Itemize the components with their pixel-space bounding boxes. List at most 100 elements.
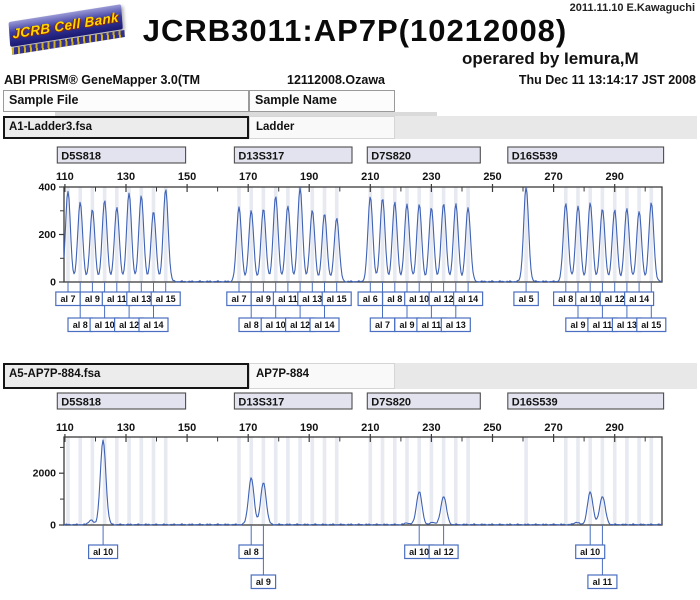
x-axis-tick-label: 210 [361, 422, 379, 434]
allele-bin-stripe [298, 187, 302, 282]
x-axis-tick-label: 250 [483, 171, 501, 183]
svg-text:D5S818: D5S818 [61, 151, 101, 163]
row-background [395, 363, 697, 389]
allele-bin-stripe [273, 437, 278, 525]
allele-bin-stripe [524, 437, 528, 525]
allele-label-D16S539-al-14: al 14 [623, 291, 655, 307]
allele-bin-stripe [261, 437, 266, 525]
allele-bin-stripe [393, 437, 397, 525]
x-axis-tick-label: 270 [544, 422, 562, 434]
svg-text:al 12: al 12 [119, 320, 139, 330]
svg-text:al 14: al 14 [314, 320, 334, 330]
allele-bin-stripe [139, 187, 144, 282]
allele-bin-stripe [417, 187, 421, 282]
allele-bin-stripe [78, 187, 82, 282]
svg-text:al 13: al 13 [617, 320, 637, 330]
x-axis-tick-label: 230 [422, 171, 440, 183]
svg-text:al 13: al 13 [446, 320, 466, 330]
svg-text:al 12: al 12 [434, 547, 454, 557]
svg-text:D7S820: D7S820 [371, 151, 411, 163]
allele-bin-stripe [466, 187, 470, 282]
svg-text:al 9: al 9 [256, 577, 271, 587]
svg-text:al 12: al 12 [605, 294, 625, 304]
allele-label-D5S818-al-10: al 10 [87, 544, 119, 560]
allele-label-D16S539-al-12: al 12 [599, 291, 630, 307]
allele-bin-stripe [127, 187, 131, 282]
allele-label-D7S820-al-12: al 12 [428, 544, 459, 560]
allele-label-D13S317-al-8: al 8 [238, 317, 264, 333]
y-axis-tick-label: 0 [50, 277, 56, 289]
allele-bin-stripe [649, 437, 654, 525]
svg-text:al 14: al 14 [629, 294, 649, 304]
y-axis-tick-label: 200 [38, 229, 56, 241]
allele-bin-stripe [380, 437, 385, 525]
allele-bin-stripe [637, 187, 641, 282]
allele-bin-stripe [441, 437, 446, 525]
svg-text:al 8: al 8 [244, 320, 259, 330]
svg-text:al 6: al 6 [363, 294, 378, 304]
allele-bin-stripe [90, 437, 95, 525]
jcrb-cell-bank-logo: JCRB Cell Bank [7, 4, 126, 63]
allele-label-D13S317-al-9: al 9 [250, 291, 277, 307]
allele-bin-stripe [237, 437, 241, 525]
svg-text:al 11: al 11 [422, 320, 442, 330]
svg-text:al 9: al 9 [256, 294, 271, 304]
svg-text:al 5: al 5 [519, 294, 534, 304]
allele-label-D13S317-al-8: al 8 [238, 544, 264, 560]
svg-text:al 15: al 15 [641, 320, 661, 330]
x-axis-tick-label: 170 [239, 422, 257, 434]
allele-bin-stripe [466, 437, 470, 525]
allele-bin-stripe [237, 187, 241, 282]
allele-label-D16S539-al-11: al 11 [587, 574, 618, 590]
x-axis-tick-label: 290 [606, 422, 624, 434]
allele-bin-stripe [78, 437, 82, 525]
allele-label-D16S539-al-8: al 8 [552, 291, 579, 307]
sample-file-cell-ap7p: A5-AP7P-884.fsa [3, 363, 249, 389]
ladder-electropherogram: D5S818 D13S317 D7S820 D16S539 110 130 150 170 19… [38, 146, 667, 333]
allele-label-D5S818-al-7: al 7 [55, 291, 81, 307]
allele-bin-stripe [405, 187, 409, 282]
y-axis-tick-label: 2000 [33, 468, 57, 480]
x-axis-tick-label: 170 [239, 171, 257, 183]
allele-bin-stripe [625, 187, 629, 282]
divider-strip [55, 112, 437, 117]
svg-text:al 10: al 10 [409, 294, 429, 304]
x-axis-tick-label: 270 [544, 171, 562, 183]
allele-bin-stripe [600, 437, 605, 525]
page-title: JCRB3011:AP7P(10212008) [142, 13, 568, 48]
allele-bin-stripe [322, 437, 327, 525]
allele-bin-stripe [249, 187, 253, 282]
allele-bin-stripe [273, 187, 278, 282]
svg-text:D7S820: D7S820 [371, 397, 411, 409]
allele-bin-stripe [163, 437, 168, 525]
svg-text:al 14: al 14 [143, 320, 163, 330]
allele-bin-stripe [334, 187, 339, 282]
svg-text:al 7: al 7 [60, 294, 75, 304]
allele-bin-stripe [429, 187, 434, 282]
svg-text:al 11: al 11 [593, 320, 613, 330]
svg-text:D13S317: D13S317 [238, 397, 284, 409]
marker-bar-D5S818: D5S818 [56, 392, 187, 410]
allele-bin-stripe [102, 437, 107, 525]
allele-bin-stripe [102, 187, 107, 282]
app-name: ABI PRISM® GeneMapper 3.0(TM [4, 73, 201, 87]
x-axis-tick-label: 290 [606, 171, 624, 183]
marker-bar-D13S317: D13S317 [233, 146, 353, 164]
sample-electropherogram: D5S818 D13S317 D7S820 D16S539 110 130 150 170 19… [33, 392, 665, 590]
row-background [395, 116, 697, 139]
allele-bin-stripe [612, 437, 617, 525]
allele-bin-stripe [334, 437, 339, 525]
svg-text:al 9: al 9 [570, 320, 585, 330]
svg-text:al 8: al 8 [387, 294, 402, 304]
allele-bin-stripe [368, 187, 373, 282]
sample-file-cell-ladder: A1-Ladder3.fsa [3, 116, 249, 139]
allele-label-D13S317-al-9: al 9 [250, 574, 277, 590]
svg-text:al 9: al 9 [85, 294, 100, 304]
allele-bin-stripe [441, 187, 446, 282]
report-timestamp: Thu Dec 11 13:14:17 JST 2008 [518, 73, 696, 87]
allele-label-D16S539-al-10: al 10 [575, 544, 606, 560]
svg-text:al 8: al 8 [73, 320, 88, 330]
y-axis-tick-label: 0 [50, 520, 56, 532]
allele-bin-stripe [66, 437, 70, 525]
